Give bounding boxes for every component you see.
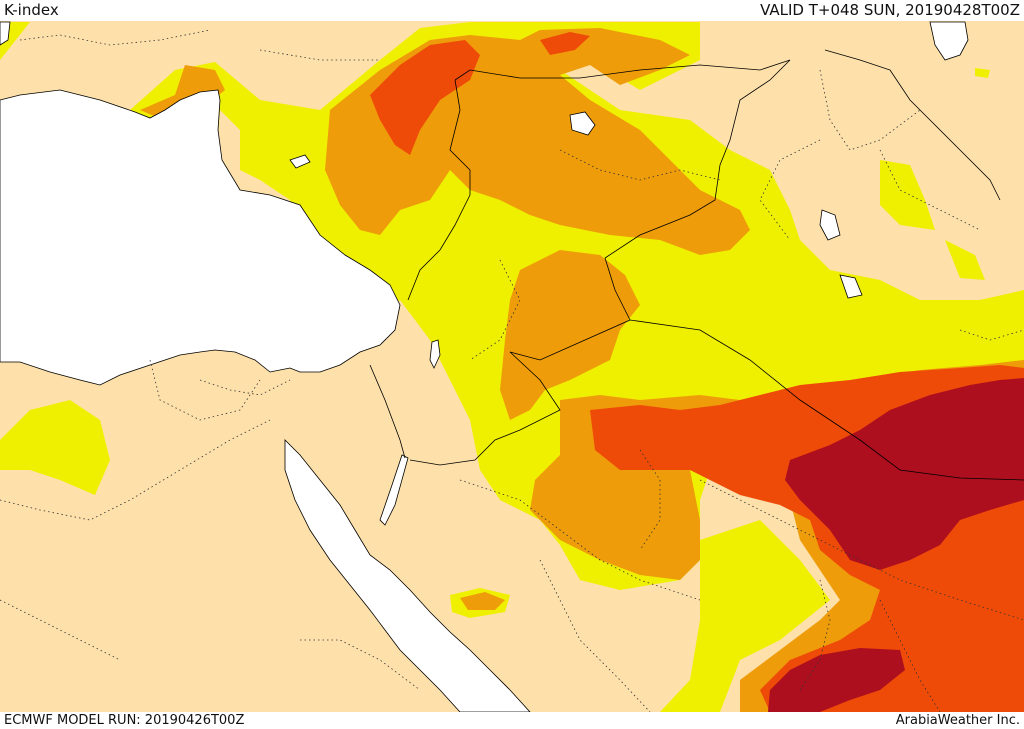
- mediterranean-sea: [0, 89, 401, 386]
- map-header: K-index VALID T+048 SUN, 20190428T00Z: [0, 0, 1024, 21]
- credit: ArabiaWeather Inc.: [895, 713, 1020, 728]
- map-title: K-index: [4, 1, 59, 19]
- dotted-borders: [0, 29, 1024, 712]
- map-footer: ECMWF MODEL RUN: 20190426T00Z ArabiaWeat…: [0, 712, 1024, 729]
- k-index-very-high-regions: [768, 378, 1024, 712]
- red-sea: [284, 439, 531, 712]
- water-bodies: [0, 21, 969, 712]
- model-run: ECMWF MODEL RUN: 20190426T00Z: [4, 713, 245, 728]
- country-borders: [369, 49, 1024, 481]
- valid-time: VALID T+048 SUN, 20190428T00Z: [760, 1, 1020, 19]
- k-index-map[interactable]: [0, 21, 1024, 712]
